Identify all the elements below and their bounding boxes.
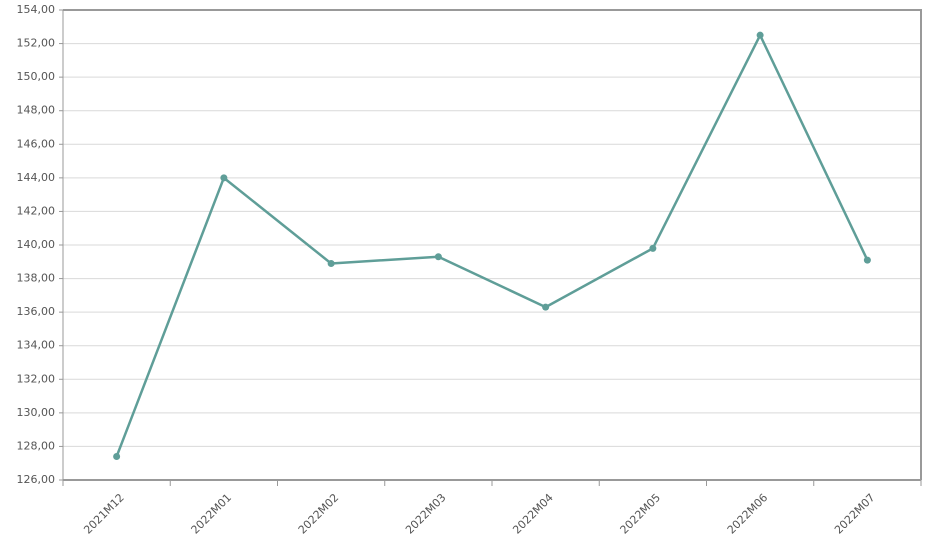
x-tick-label: 2022M05 (618, 491, 664, 537)
point (434, 253, 442, 261)
y-tick-label: 126,00 (17, 473, 56, 486)
point (863, 256, 871, 264)
x-tick-label: 2022M01 (189, 491, 235, 537)
y-tick-label: 148,00 (17, 104, 56, 117)
y-tick-label: 130,00 (17, 406, 56, 419)
y-tick-label: 146,00 (17, 137, 56, 150)
y-tick-label: 138,00 (17, 272, 56, 285)
point (756, 31, 764, 39)
x-tick-label: 2022M06 (725, 491, 771, 537)
frame (63, 9, 922, 480)
x-tick-label: 2022M04 (510, 491, 556, 537)
point (649, 244, 657, 252)
x-tick-label: 2022M02 (296, 491, 342, 537)
point (327, 259, 335, 267)
point (542, 303, 550, 311)
y-tick-label: 140,00 (17, 238, 56, 251)
point (220, 174, 228, 182)
x-tick-label: 2022M07 (832, 491, 878, 537)
y-tick-label: 132,00 (17, 372, 56, 385)
y-tick-label: 150,00 (17, 70, 56, 83)
point (113, 453, 121, 460)
x-tick-label: 2022M03 (403, 491, 449, 537)
y-tick-label: 136,00 (17, 305, 56, 318)
y-tick-label: 144,00 (17, 171, 56, 184)
y-tick-label: 152,00 (17, 37, 56, 50)
y-tick-label: 154,00 (17, 3, 56, 16)
y-tick-label: 142,00 (17, 204, 56, 217)
y-tick-label: 134,00 (17, 339, 56, 352)
line (115, 33, 869, 457)
x-tick-label: 2021M12 (81, 491, 127, 537)
y-tick-label: 128,00 (17, 439, 56, 452)
